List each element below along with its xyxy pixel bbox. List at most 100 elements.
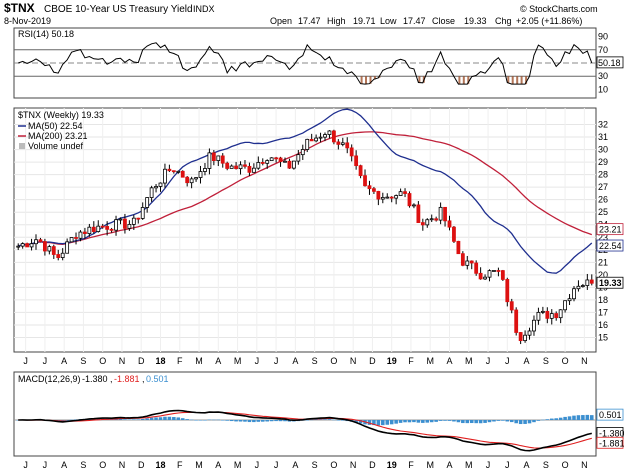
candle-body xyxy=(416,204,421,223)
macd-hist-bar xyxy=(589,415,594,420)
candle-body xyxy=(296,154,301,162)
macd-hist-bar xyxy=(354,420,358,423)
macd-hist-bar xyxy=(358,420,363,424)
candle-body xyxy=(576,285,581,290)
candle-body xyxy=(274,157,279,160)
macd-hist-bar xyxy=(376,420,381,426)
comma-1: , xyxy=(110,374,113,384)
macd-badge xyxy=(596,436,624,449)
candle-body xyxy=(563,300,567,311)
macd-panel-frame xyxy=(13,371,597,457)
x-tick-label: J xyxy=(43,356,48,366)
candle-body xyxy=(189,178,194,184)
legend-volume-swatch xyxy=(19,143,25,149)
candle-body xyxy=(429,218,434,221)
macd-hist-bar xyxy=(429,420,434,423)
candle-body xyxy=(327,130,332,135)
macd-hist-bar xyxy=(563,416,567,420)
macd-hist-bar xyxy=(118,418,123,420)
macd-hist-bar xyxy=(172,417,176,420)
macd-hist-bar xyxy=(389,420,394,425)
candle-body xyxy=(376,190,381,200)
macd-hist-bar xyxy=(412,420,416,423)
rsi-oversold-fill xyxy=(356,76,532,85)
candle-body xyxy=(225,162,230,169)
x-axis-price: J J A S O N D 18 F M A M J J A S O N D 19 F M A M J J A S O N xyxy=(23,356,587,366)
candle-body xyxy=(532,319,536,332)
candle-body xyxy=(305,138,310,150)
price-panel-frame xyxy=(13,107,597,353)
macd-hist-bar xyxy=(243,420,247,422)
candle-body xyxy=(549,313,554,319)
candle-body xyxy=(492,270,496,272)
x-tick-label: 18 xyxy=(155,356,165,366)
x-tick-label: M xyxy=(465,356,473,366)
price-tick-label: 16 xyxy=(598,320,608,330)
candle-body xyxy=(118,218,123,221)
candle-body xyxy=(398,191,403,196)
candle-body xyxy=(47,246,52,252)
macd-hist-bar xyxy=(323,419,327,420)
candle-body xyxy=(456,240,461,255)
high-value: 19.71 xyxy=(353,16,376,26)
macd-hist-bar xyxy=(394,420,398,424)
candle-body xyxy=(452,226,456,242)
candle-body xyxy=(109,228,114,231)
x-tick-label: A xyxy=(446,460,452,470)
x-tick-label: O xyxy=(330,356,337,366)
x-tick-label: A xyxy=(446,356,452,366)
close-label: Close xyxy=(432,16,455,26)
macd-hist-bar xyxy=(527,420,532,424)
candle-body xyxy=(238,164,243,170)
x-tick-label: D xyxy=(138,356,145,366)
macd-hist-bar xyxy=(509,420,514,423)
macd-hist-bar xyxy=(541,419,545,421)
macd-hist-bar xyxy=(523,420,527,424)
x-tick-label: F xyxy=(177,356,183,366)
macd-hist-bar xyxy=(185,419,189,420)
candle-body xyxy=(465,260,470,266)
low-label: Low xyxy=(380,16,397,26)
open-label: Open xyxy=(270,16,292,26)
x-tick-label: J xyxy=(255,356,260,366)
ma200-line xyxy=(17,131,593,247)
macd-hist-bar xyxy=(176,417,181,420)
macd-hist-bar xyxy=(421,420,425,423)
macd-hist-bar xyxy=(456,420,461,423)
x-tick-label: D xyxy=(369,460,376,470)
candle-body xyxy=(460,253,465,266)
legend-ma50: MA(50) 22.54 xyxy=(28,121,83,131)
comma-2: , xyxy=(142,374,145,384)
price-tick-label: 15 xyxy=(598,332,608,342)
candle-body xyxy=(167,168,172,172)
x-tick-label: S xyxy=(312,460,318,470)
macd-hist-bar xyxy=(385,420,390,425)
x-tick-label: J xyxy=(43,460,48,470)
candle-body xyxy=(407,193,412,207)
macd-hist-bar xyxy=(367,420,372,425)
macd-hist-bar xyxy=(145,418,149,420)
macd-hist-bar xyxy=(260,420,265,422)
x-tick-label: F xyxy=(408,356,414,366)
candle-body xyxy=(558,309,563,319)
candle-body xyxy=(287,160,292,169)
macd-hist-bar xyxy=(461,420,465,424)
candle-body xyxy=(349,147,354,157)
x-tick-label: J xyxy=(274,356,279,366)
candle-body xyxy=(100,225,105,228)
candle-body xyxy=(318,136,323,139)
macd-hist-bar xyxy=(314,419,318,420)
candle-body xyxy=(243,164,247,167)
macd-hist-bar xyxy=(212,419,216,421)
rsi-tick-label: 50.18 xyxy=(598,58,621,68)
macd-hist-bar xyxy=(483,420,487,423)
candle-body xyxy=(585,279,590,286)
candle-body xyxy=(65,241,70,254)
macd-hist-bar xyxy=(180,418,185,420)
x-tick-label: S xyxy=(543,460,549,470)
candle-body xyxy=(487,270,492,278)
candle-body xyxy=(234,165,238,170)
candle-body xyxy=(291,160,296,169)
candle-body xyxy=(323,134,327,138)
